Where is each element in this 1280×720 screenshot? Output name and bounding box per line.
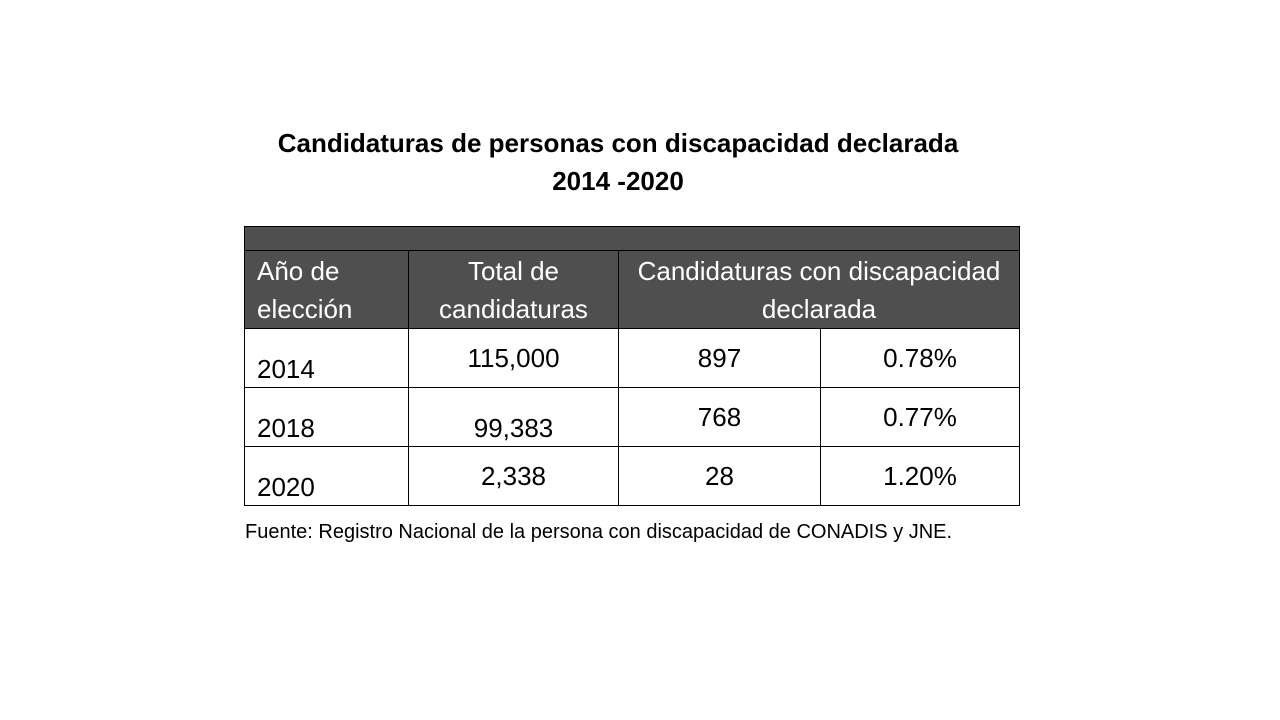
cell-count: 28 bbox=[618, 446, 821, 506]
source-note: Fuente: Registro Nacional de la persona … bbox=[245, 521, 953, 543]
cell-total: 115,000 bbox=[408, 328, 619, 388]
table-top-bar-cell bbox=[244, 226, 1020, 251]
cell-year: 2020 bbox=[244, 446, 409, 506]
header-total: Total de candidaturas bbox=[408, 250, 619, 329]
header-year: Año de elección bbox=[244, 250, 409, 329]
title-line-1: Candidaturas de personas con discapacida… bbox=[277, 128, 959, 158]
cell-count: 897 bbox=[618, 328, 821, 388]
table-row: 2020 2,338 28 1.20% bbox=[244, 446, 1020, 506]
title-line-2: 2014 -2020 bbox=[552, 166, 684, 196]
cell-percent: 1.20% bbox=[820, 446, 1020, 506]
data-table: Año de elección Total de candidaturas Ca… bbox=[244, 226, 1020, 506]
table-header-row: Año de elección Total de candidaturas Ca… bbox=[244, 250, 1020, 329]
data-table-container: Año de elección Total de candidaturas Ca… bbox=[244, 226, 1020, 506]
cell-total: 99,383 bbox=[408, 387, 619, 447]
cell-total: 2,338 bbox=[408, 446, 619, 506]
page-title: Candidaturas de personas con discapacida… bbox=[218, 124, 1018, 200]
cell-year: 2018 bbox=[244, 387, 409, 447]
table-top-bar bbox=[244, 226, 1020, 251]
cell-year: 2014 bbox=[244, 328, 409, 388]
header-disability: Candidaturas con discapacidad declarada bbox=[618, 250, 1020, 329]
table-row: 2014 115,000 897 0.78% bbox=[244, 328, 1020, 388]
cell-percent: 0.78% bbox=[820, 328, 1020, 388]
cell-count: 768 bbox=[618, 387, 821, 447]
cell-percent: 0.77% bbox=[820, 387, 1020, 447]
table-row: 2018 99,383 768 0.77% bbox=[244, 387, 1020, 447]
